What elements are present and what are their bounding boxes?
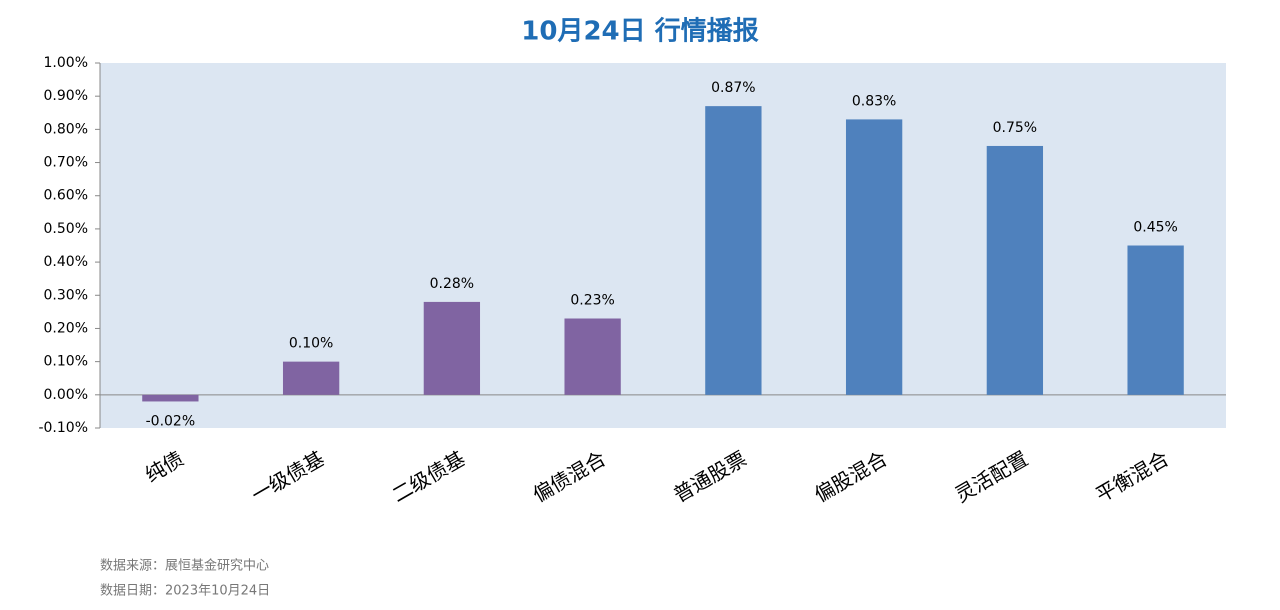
y-tick-label: 0.30% <box>44 287 88 303</box>
source-note: 数据来源：展恒基金研究中心 <box>100 558 269 574</box>
bar <box>282 361 340 395</box>
y-tick-label: 0.90% <box>44 88 88 104</box>
y-tick-label: 0.40% <box>44 254 88 270</box>
y-tick-label: 0.60% <box>44 188 88 204</box>
bar <box>1127 245 1184 395</box>
value-label: 0.28% <box>430 276 474 292</box>
bar <box>986 145 1044 395</box>
bar <box>142 394 199 402</box>
bar <box>705 106 762 395</box>
value-label: 0.45% <box>1133 220 1177 236</box>
value-label: 0.75% <box>993 120 1037 136</box>
y-tick-label: 1.00% <box>44 55 88 71</box>
x-tick-label: 偏债混合 <box>529 446 610 507</box>
date-note: 数据日期：2023年10月24日 <box>100 584 270 599</box>
value-label: -0.02% <box>146 413 196 429</box>
bar <box>564 318 621 395</box>
value-label: 0.23% <box>570 293 614 309</box>
y-tick-label: 0.80% <box>44 121 88 137</box>
value-label: 0.87% <box>711 80 755 96</box>
x-tick-label: 二级债基 <box>388 446 469 507</box>
value-label: 0.83% <box>852 93 896 109</box>
x-tick-label: 纯债 <box>141 446 188 487</box>
y-tick-label: 0.00% <box>44 387 88 403</box>
x-tick-label: 一级债基 <box>247 446 328 507</box>
value-label: 0.10% <box>289 336 333 352</box>
y-tick-label: 0.10% <box>44 354 88 370</box>
y-tick-label: 0.20% <box>44 320 88 336</box>
x-tick-label: 平衡混合 <box>1092 446 1173 507</box>
y-tick-label: 0.50% <box>44 221 88 237</box>
plot-area <box>100 63 1226 428</box>
y-tick-label: -0.10% <box>38 420 88 436</box>
x-tick-label: 灵活配置 <box>951 446 1032 507</box>
chart-title: 10月24日 行情播报 <box>521 16 758 47</box>
x-tick-label: 偏股混合 <box>810 446 891 507</box>
x-tick-label: 普通股票 <box>669 446 750 507</box>
bar <box>423 301 481 395</box>
bar <box>845 119 903 395</box>
y-tick-label: 0.70% <box>44 155 88 171</box>
